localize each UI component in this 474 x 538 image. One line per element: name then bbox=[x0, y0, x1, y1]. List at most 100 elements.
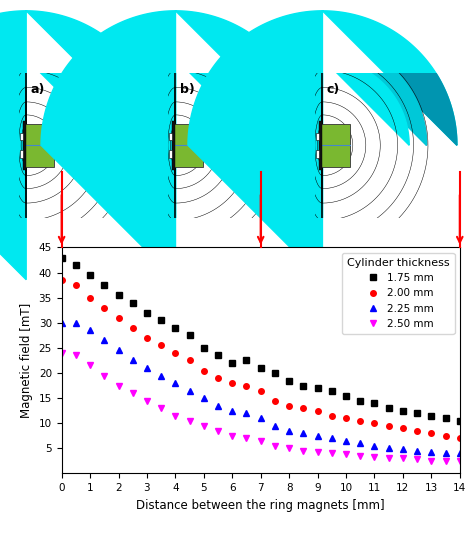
2.50 mm bbox=[443, 458, 448, 464]
Polygon shape bbox=[72, 41, 280, 249]
Bar bbox=[319, 121, 322, 170]
1.75 mm bbox=[158, 317, 164, 323]
2.00 mm bbox=[357, 417, 363, 424]
2.25 mm bbox=[229, 407, 235, 414]
2.50 mm bbox=[87, 362, 93, 369]
1.75 mm bbox=[59, 254, 64, 261]
2.00 mm bbox=[229, 380, 235, 386]
Bar bbox=[174, 124, 203, 167]
1.75 mm bbox=[329, 387, 335, 394]
1.75 mm bbox=[315, 385, 320, 391]
2.50 mm bbox=[187, 417, 192, 424]
1.75 mm bbox=[400, 407, 406, 414]
2.50 mm bbox=[414, 456, 420, 463]
Bar bbox=[316, 133, 319, 140]
2.50 mm bbox=[343, 451, 349, 458]
2.50 mm bbox=[158, 405, 164, 412]
Polygon shape bbox=[0, 41, 130, 249]
2.50 mm bbox=[400, 455, 406, 462]
2.00 mm bbox=[414, 428, 420, 434]
2.50 mm bbox=[357, 452, 363, 459]
Line: 2.00 mm: 2.00 mm bbox=[59, 278, 463, 441]
1.75 mm bbox=[130, 300, 136, 306]
2.00 mm bbox=[428, 430, 434, 436]
2.00 mm bbox=[173, 350, 178, 356]
1.75 mm bbox=[272, 370, 278, 376]
1.75 mm bbox=[301, 383, 306, 389]
1.75 mm bbox=[229, 360, 235, 366]
2.00 mm bbox=[272, 398, 278, 404]
2.50 mm bbox=[272, 443, 278, 449]
Bar bbox=[169, 150, 172, 158]
2.25 mm bbox=[173, 380, 178, 386]
2.25 mm bbox=[244, 410, 249, 416]
2.25 mm bbox=[59, 320, 64, 326]
Bar bbox=[316, 150, 319, 158]
1.75 mm bbox=[343, 392, 349, 399]
2.50 mm bbox=[258, 437, 264, 444]
2.00 mm bbox=[258, 387, 264, 394]
2.00 mm bbox=[372, 420, 377, 427]
Legend: 1.75 mm, 2.00 mm, 2.25 mm, 2.50 mm: 1.75 mm, 2.00 mm, 2.25 mm, 2.50 mm bbox=[342, 253, 455, 334]
Text: b): b) bbox=[180, 83, 195, 96]
2.50 mm bbox=[73, 352, 79, 359]
1.75 mm bbox=[286, 377, 292, 384]
2.00 mm bbox=[400, 425, 406, 431]
Polygon shape bbox=[188, 11, 457, 280]
Polygon shape bbox=[0, 11, 161, 280]
1.75 mm bbox=[201, 345, 207, 351]
2.25 mm bbox=[414, 448, 420, 454]
1.75 mm bbox=[215, 352, 221, 359]
Bar bbox=[20, 150, 23, 158]
2.00 mm bbox=[116, 315, 121, 321]
2.50 mm bbox=[116, 383, 121, 389]
2.25 mm bbox=[101, 337, 107, 344]
2.25 mm bbox=[158, 372, 164, 379]
2.00 mm bbox=[187, 357, 192, 364]
1.75 mm bbox=[372, 400, 377, 406]
1.75 mm bbox=[116, 292, 121, 299]
2.00 mm bbox=[101, 305, 107, 311]
2.00 mm bbox=[343, 415, 349, 421]
2.25 mm bbox=[187, 387, 192, 394]
2.00 mm bbox=[130, 324, 136, 331]
Polygon shape bbox=[0, 59, 113, 232]
2.25 mm bbox=[386, 445, 392, 451]
2.25 mm bbox=[357, 440, 363, 447]
Polygon shape bbox=[0, 11, 161, 280]
2.25 mm bbox=[329, 435, 335, 442]
2.25 mm bbox=[116, 347, 121, 353]
1.75 mm bbox=[187, 332, 192, 338]
Bar bbox=[20, 133, 23, 140]
1.75 mm bbox=[87, 272, 93, 278]
2.50 mm bbox=[428, 458, 434, 464]
2.50 mm bbox=[329, 450, 335, 457]
2.50 mm bbox=[229, 433, 235, 439]
1.75 mm bbox=[386, 405, 392, 412]
1.75 mm bbox=[357, 398, 363, 404]
2.00 mm bbox=[215, 375, 221, 381]
2.25 mm bbox=[215, 402, 221, 409]
2.25 mm bbox=[457, 450, 463, 457]
2.25 mm bbox=[201, 395, 207, 401]
Bar bbox=[321, 124, 350, 167]
Bar bbox=[23, 121, 26, 170]
2.50 mm bbox=[315, 449, 320, 456]
2.00 mm bbox=[59, 277, 64, 284]
2.25 mm bbox=[272, 422, 278, 429]
2.25 mm bbox=[343, 437, 349, 444]
Polygon shape bbox=[41, 11, 310, 280]
2.00 mm bbox=[87, 294, 93, 301]
2.25 mm bbox=[144, 365, 150, 371]
Line: 1.75 mm: 1.75 mm bbox=[59, 255, 463, 423]
Line: 2.25 mm: 2.25 mm bbox=[59, 320, 463, 456]
2.50 mm bbox=[101, 372, 107, 379]
2.00 mm bbox=[301, 405, 306, 412]
2.50 mm bbox=[386, 455, 392, 462]
Bar bbox=[172, 121, 175, 170]
2.25 mm bbox=[400, 446, 406, 452]
1.75 mm bbox=[144, 309, 150, 316]
Text: c): c) bbox=[327, 83, 340, 96]
1.75 mm bbox=[428, 413, 434, 419]
Bar bbox=[169, 133, 172, 140]
